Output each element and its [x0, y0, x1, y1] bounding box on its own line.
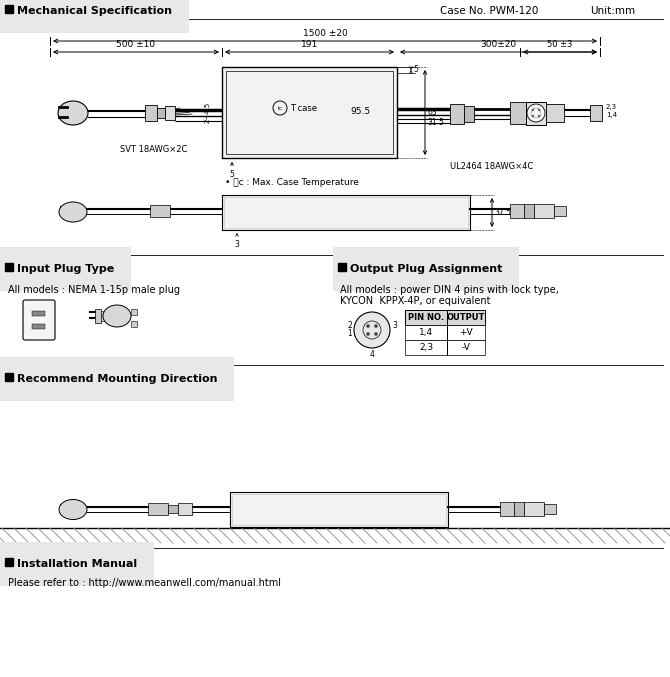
- Ellipse shape: [59, 202, 87, 222]
- Text: SVT 18AWG×2C: SVT 18AWG×2C: [120, 145, 188, 154]
- Bar: [450, 104, 464, 124]
- Bar: [168, 504, 178, 512]
- Bar: [32, 324, 45, 329]
- Circle shape: [354, 312, 390, 348]
- Bar: [5, 373, 13, 381]
- Bar: [148, 502, 168, 515]
- Circle shape: [375, 332, 378, 336]
- Text: 1,4: 1,4: [419, 328, 433, 337]
- Bar: [150, 205, 170, 217]
- Text: -V: -V: [462, 343, 470, 352]
- Bar: [165, 106, 175, 120]
- Circle shape: [527, 104, 545, 122]
- Text: 5: 5: [230, 170, 234, 179]
- Bar: [524, 502, 544, 515]
- Bar: [500, 502, 514, 515]
- Bar: [222, 195, 470, 230]
- Text: Input Plug Type: Input Plug Type: [17, 264, 115, 274]
- Bar: [230, 492, 448, 527]
- Circle shape: [538, 109, 540, 111]
- Text: 2,3: 2,3: [419, 343, 433, 352]
- Text: 63: 63: [427, 108, 437, 117]
- Bar: [5, 5, 13, 13]
- Text: 37.5: 37.5: [494, 208, 511, 217]
- Circle shape: [532, 109, 534, 111]
- Text: 1,4: 1,4: [606, 112, 617, 118]
- Bar: [510, 102, 526, 124]
- Text: 1500 ±20: 1500 ±20: [303, 29, 347, 38]
- Bar: [534, 204, 554, 218]
- Text: All models : NEMA 1-15p male plug: All models : NEMA 1-15p male plug: [8, 285, 180, 295]
- Text: OUTPUT: OUTPUT: [447, 313, 485, 322]
- Text: Please refer to : http://www.meanwell.com/manual.html: Please refer to : http://www.meanwell.co…: [8, 578, 281, 588]
- Text: PIN NO.: PIN NO.: [408, 313, 444, 322]
- Text: Installation Manual: Installation Manual: [17, 559, 137, 569]
- Text: Output Plug Assignment: Output Plug Assignment: [350, 264, 502, 274]
- Text: 1: 1: [347, 330, 352, 338]
- Bar: [544, 504, 556, 513]
- Text: 2~4.5: 2~4.5: [205, 102, 211, 123]
- Text: Case No. PWM-120: Case No. PWM-120: [440, 6, 539, 16]
- Text: All models : power DIN 4 pins with lock type,: All models : power DIN 4 pins with lock …: [340, 285, 559, 295]
- Bar: [157, 108, 165, 118]
- Bar: [32, 311, 45, 316]
- Text: Mechanical Specification: Mechanical Specification: [17, 6, 172, 16]
- Bar: [145, 105, 157, 121]
- Text: • Ⓣc : Max. Case Temperature: • Ⓣc : Max. Case Temperature: [225, 178, 359, 187]
- FancyBboxPatch shape: [23, 300, 55, 340]
- Bar: [232, 494, 446, 525]
- Text: +V: +V: [459, 328, 473, 337]
- Bar: [131, 309, 137, 315]
- Text: 2: 2: [347, 320, 352, 330]
- Bar: [95, 309, 101, 323]
- Text: 31.5: 31.5: [427, 118, 444, 127]
- Text: 95.5: 95.5: [350, 108, 370, 116]
- Bar: [226, 71, 393, 154]
- Circle shape: [532, 115, 534, 117]
- Bar: [178, 502, 192, 515]
- Ellipse shape: [58, 101, 88, 125]
- Text: tc: tc: [277, 106, 283, 110]
- Bar: [524, 204, 534, 218]
- Bar: [224, 197, 468, 228]
- Bar: [514, 502, 524, 515]
- Text: 3: 3: [234, 240, 239, 249]
- Bar: [405, 310, 485, 325]
- Bar: [405, 325, 485, 340]
- Text: 50 ±3: 50 ±3: [547, 40, 573, 49]
- Text: 500 ±10: 500 ±10: [117, 40, 155, 49]
- Text: KYCON  KPPX-4P, or equivalent: KYCON KPPX-4P, or equivalent: [340, 296, 490, 306]
- Bar: [510, 204, 524, 218]
- Circle shape: [375, 324, 378, 328]
- Text: 3: 3: [392, 320, 397, 330]
- Text: 191: 191: [301, 40, 318, 49]
- Ellipse shape: [59, 500, 87, 519]
- Text: Unit:mm: Unit:mm: [590, 6, 635, 16]
- Text: 5: 5: [413, 66, 418, 74]
- Bar: [222, 67, 397, 158]
- Text: 4: 4: [370, 350, 375, 359]
- Bar: [5, 263, 13, 271]
- Circle shape: [366, 332, 370, 336]
- Bar: [405, 340, 485, 355]
- Bar: [546, 104, 564, 122]
- Bar: [554, 206, 566, 216]
- Text: T case: T case: [290, 104, 317, 113]
- Bar: [464, 106, 474, 122]
- Bar: [5, 558, 13, 566]
- Bar: [131, 321, 137, 327]
- Circle shape: [366, 324, 370, 328]
- Bar: [590, 105, 602, 121]
- Ellipse shape: [103, 305, 131, 327]
- Text: 2,3: 2,3: [606, 104, 617, 110]
- Bar: [101, 311, 105, 321]
- Circle shape: [538, 115, 540, 117]
- Text: 300±20: 300±20: [480, 40, 517, 49]
- Bar: [526, 102, 546, 125]
- Bar: [338, 263, 346, 271]
- Text: Recommend Mounting Direction: Recommend Mounting Direction: [17, 374, 218, 384]
- Text: UL2464 18AWG×4C: UL2464 18AWG×4C: [450, 162, 533, 171]
